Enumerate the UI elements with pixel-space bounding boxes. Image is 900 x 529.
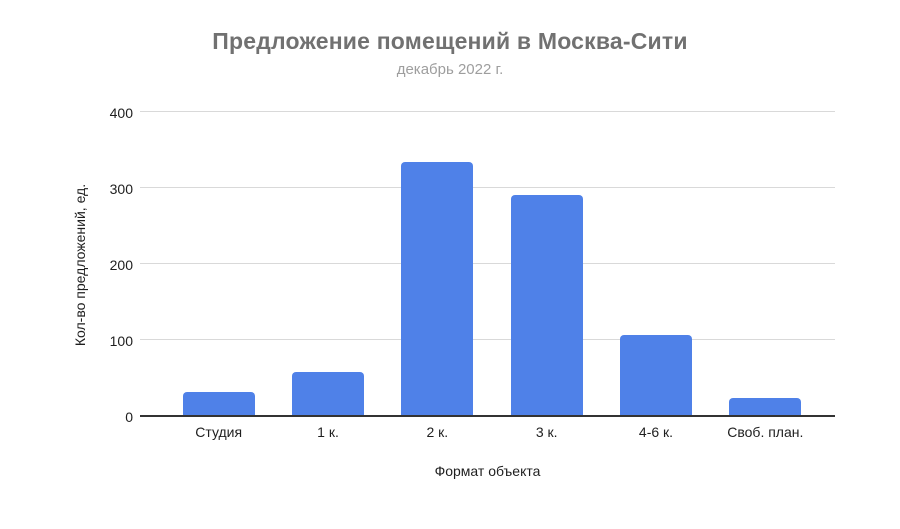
x-tick-label: Студия	[195, 424, 243, 440]
x-axis-title: Формат объекта	[434, 463, 541, 479]
y-tick-label: 0	[125, 409, 133, 425]
bar	[510, 195, 583, 415]
bar	[292, 371, 364, 415]
gridline	[140, 263, 835, 264]
x-tick-label: 3 к.	[535, 424, 558, 440]
gridline	[140, 339, 835, 340]
bar	[620, 335, 692, 415]
x-tick-label: 2 к.	[426, 424, 449, 440]
chart-title: Предложение помещений в Москва-Сити	[212, 28, 688, 54]
chart-subtitle: декабрь 2022 г.	[396, 61, 504, 78]
y-tick-label: 400	[109, 105, 133, 121]
y-tick-label: 300	[109, 181, 133, 197]
bar	[401, 161, 474, 415]
gridline	[140, 111, 835, 112]
bar	[729, 397, 802, 415]
y-tick-label: 100	[109, 333, 133, 349]
gridline	[140, 187, 835, 188]
bar	[182, 392, 255, 415]
x-tick-label: 4-6 к.	[638, 424, 674, 440]
y-tick-label: 200	[109, 257, 133, 273]
x-tick-label: 1 к.	[317, 424, 339, 440]
plot-area	[140, 111, 835, 417]
x-tick-label: Своб. план.	[727, 424, 804, 440]
